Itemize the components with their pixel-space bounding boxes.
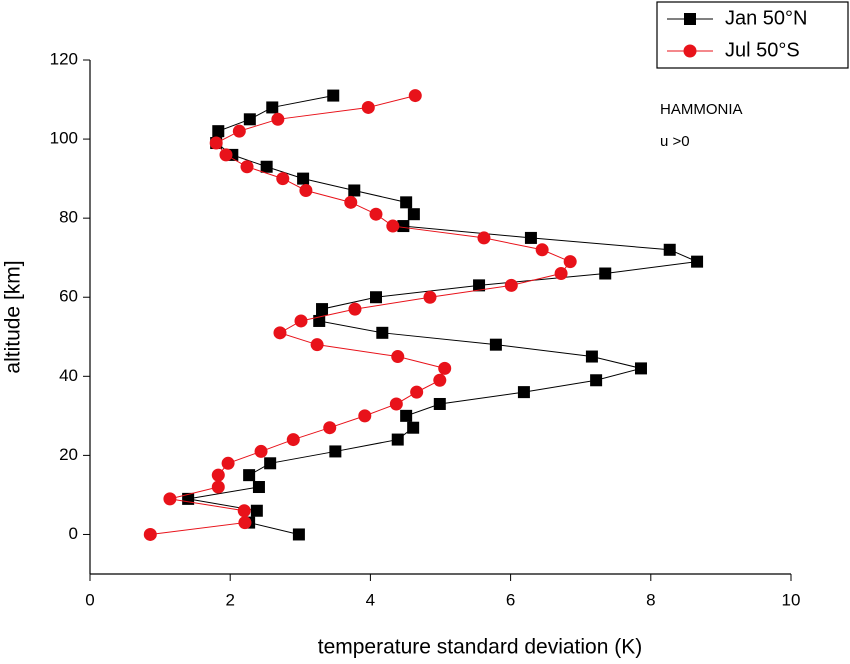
marker — [397, 220, 410, 233]
marker — [599, 267, 612, 280]
marker — [276, 172, 290, 186]
marker — [410, 385, 424, 399]
marker — [386, 219, 400, 233]
marker — [524, 231, 537, 244]
legend-label: Jul 50°S — [725, 39, 800, 61]
marker — [273, 326, 287, 340]
marker — [219, 148, 233, 162]
marker — [433, 373, 447, 387]
marker — [143, 527, 157, 541]
y-axis-label: altitude [km] — [2, 260, 25, 373]
marker — [473, 279, 486, 292]
marker — [407, 208, 420, 221]
annotation: u >0 — [660, 133, 690, 150]
marker — [348, 302, 362, 316]
marker — [271, 112, 285, 126]
marker — [221, 456, 235, 470]
x-axis-label: temperature standard deviation (K) — [318, 636, 643, 659]
marker — [590, 374, 603, 387]
marker — [243, 113, 256, 126]
y-tick-label: 80 — [59, 208, 78, 227]
marker — [237, 504, 251, 518]
marker — [211, 468, 225, 482]
marker — [292, 528, 305, 541]
y-tick-label: 100 — [50, 129, 78, 148]
x-tick-label: 0 — [85, 590, 94, 609]
marker — [634, 362, 647, 375]
x-tick-label: 10 — [782, 590, 801, 609]
marker — [243, 469, 256, 482]
marker — [323, 421, 337, 435]
y-tick-label: 40 — [59, 366, 78, 385]
marker — [310, 338, 324, 352]
marker — [212, 125, 225, 138]
y-tick-label: 0 — [69, 524, 78, 543]
marker — [238, 516, 252, 530]
marker — [344, 195, 358, 209]
marker — [517, 386, 530, 399]
marker — [554, 267, 568, 281]
x-tick-label: 2 — [225, 590, 234, 609]
marker — [376, 326, 389, 339]
marker — [370, 291, 383, 304]
legend: Jan 50°N Jul 50°S — [656, 1, 849, 69]
marker — [294, 314, 308, 328]
marker — [504, 278, 518, 292]
marker — [477, 231, 491, 245]
marker — [407, 421, 420, 434]
marker — [663, 243, 676, 256]
marker — [252, 481, 265, 494]
x-tick-label: 8 — [646, 590, 655, 609]
marker — [358, 409, 372, 423]
annotation: HAMMONIA — [660, 101, 743, 118]
marker — [408, 89, 422, 103]
marker — [423, 290, 437, 304]
marker — [438, 361, 452, 375]
marker — [209, 136, 223, 150]
marker — [691, 255, 704, 268]
marker — [286, 433, 300, 447]
marker — [369, 207, 383, 221]
marker — [327, 89, 340, 102]
y-tick-label: 120 — [50, 49, 78, 68]
marker — [348, 184, 361, 197]
marker — [684, 13, 696, 25]
marker — [391, 433, 404, 446]
marker — [361, 100, 375, 114]
marker — [489, 338, 502, 351]
marker — [163, 492, 177, 506]
marker — [389, 397, 403, 411]
marker — [433, 397, 446, 410]
marker — [535, 243, 549, 257]
x-tick-label: 4 — [366, 590, 375, 609]
marker — [250, 504, 263, 517]
marker — [683, 44, 697, 58]
legend-label: Jan 50°N — [725, 7, 808, 29]
series-line — [150, 95, 571, 535]
marker — [563, 255, 577, 269]
marker — [260, 160, 273, 173]
x-tick-label: 6 — [506, 590, 515, 609]
marker — [254, 444, 268, 458]
marker — [400, 196, 413, 209]
marker — [299, 183, 313, 197]
y-tick-label: 60 — [59, 287, 78, 306]
marker — [316, 303, 329, 316]
marker — [391, 350, 405, 364]
marker — [329, 445, 342, 458]
marker — [266, 101, 279, 114]
marker — [240, 160, 254, 174]
marker — [232, 124, 246, 138]
y-tick-label: 20 — [59, 445, 78, 464]
marker — [400, 409, 413, 422]
marker — [585, 350, 598, 363]
marker — [297, 172, 310, 185]
marker — [211, 480, 225, 494]
marker — [264, 457, 277, 470]
